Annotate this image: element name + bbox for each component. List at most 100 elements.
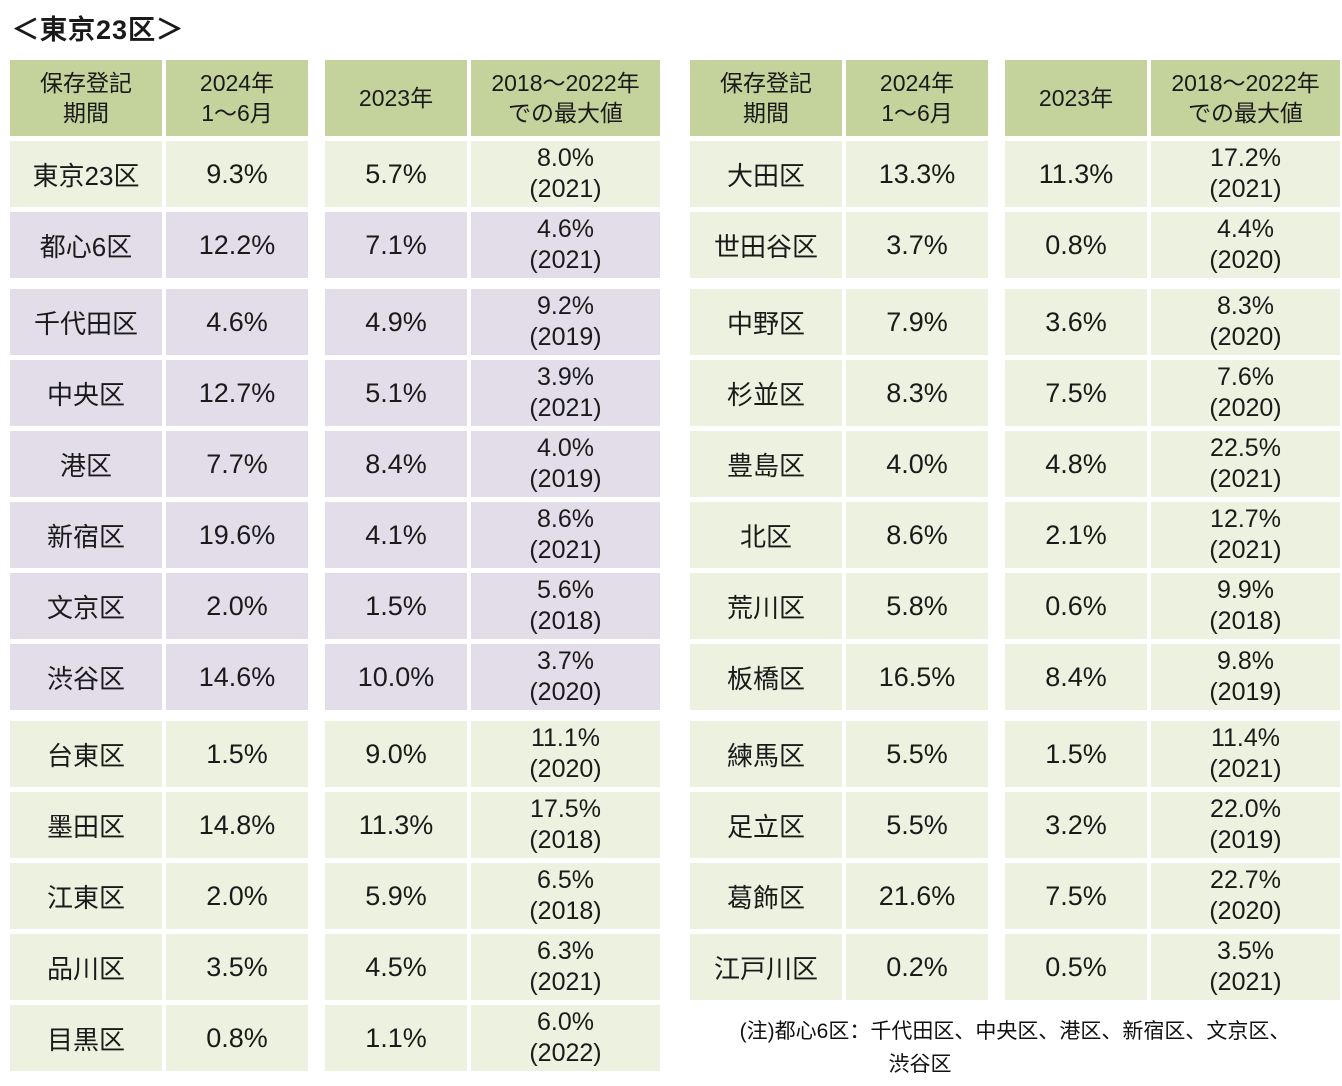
value-2024-cell: 13.3% xyxy=(846,141,988,207)
max-value-cell: 17.2% (2021) xyxy=(1151,141,1340,207)
ward-name-cell: 江戸川区 xyxy=(690,934,842,1000)
ward-name-cell: 荒川区 xyxy=(690,573,842,639)
ward-name-cell: 中央区 xyxy=(10,360,162,426)
value-2024-cell: 12.7% xyxy=(166,360,308,426)
max-year: (2020) xyxy=(1209,897,1282,925)
value-2023-cell: 5.9% xyxy=(325,863,467,929)
tables-container: 保存登記 期間 2024年 1～6月 2023年 2018～2022年 での最大値 東… xyxy=(10,60,1342,1081)
max-year: (2021) xyxy=(1209,465,1282,493)
column-gap xyxy=(992,863,1001,929)
max-value-cell: 17.5% (2018) xyxy=(471,792,660,858)
ward-name-cell: 葛飾区 xyxy=(690,863,842,929)
table-header-row: 保存登記期間 2024年 1～6月 2023年 2018～2022年 での最大値 xyxy=(690,60,1340,136)
column-header-2024: 2024年 1～6月 xyxy=(846,60,988,136)
max-value: 22.7% xyxy=(1210,866,1281,894)
column-gap xyxy=(312,60,321,136)
column-gap xyxy=(312,212,321,278)
ward-name-cell: 大田区 xyxy=(690,141,842,207)
max-value: 8.6% xyxy=(537,505,594,533)
ward-name-cell: 千代田区 xyxy=(10,289,162,355)
max-value: 4.0% xyxy=(537,434,594,462)
value-2024-cell: 3.5% xyxy=(166,934,308,1000)
column-header-period: 保存登記 期間 xyxy=(690,60,842,136)
max-value: 3.7% xyxy=(537,647,594,675)
header-line: 2023年 xyxy=(1038,85,1114,111)
value-2024-cell: 0.8% xyxy=(166,1005,308,1071)
ward-name-cell: 東京23区 xyxy=(10,141,162,207)
table-header-row: 保存登記 期間 2024年 1～6月 2023年 2018～2022年 での最大値 xyxy=(10,60,660,136)
max-value-cell: 4.4% (2020) xyxy=(1151,212,1340,278)
header-line: 2023年 xyxy=(358,85,434,111)
max-value-cell: 6.0% (2022) xyxy=(471,1005,660,1071)
max-year: (2018) xyxy=(1209,607,1282,635)
max-value-cell: 22.7% (2020) xyxy=(1151,863,1340,929)
max-value: 5.6% xyxy=(537,576,594,604)
max-value: 8.0% xyxy=(537,144,594,172)
max-value: 8.3% xyxy=(1217,292,1274,320)
max-year: (2021) xyxy=(529,536,602,564)
value-2023-cell: 4.1% xyxy=(325,502,467,568)
table-row: 世田谷区 3.7% 0.8% 4.4% (2020) xyxy=(690,212,1340,278)
column-gap xyxy=(312,289,321,355)
value-2024-cell: 1.5% xyxy=(166,721,308,787)
max-year: (2018) xyxy=(529,607,602,635)
column-gap xyxy=(992,934,1001,1000)
ward-name-cell: 北区 xyxy=(690,502,842,568)
value-2023-cell: 8.4% xyxy=(1005,644,1147,710)
max-year: (2022) xyxy=(529,1039,602,1067)
max-value-cell: 3.9% (2021) xyxy=(471,360,660,426)
max-value-cell: 3.7% (2020) xyxy=(471,644,660,710)
value-2024-cell: 5.8% xyxy=(846,573,988,639)
value-2023-cell: 0.5% xyxy=(1005,934,1147,1000)
max-value-cell: 4.6% (2021) xyxy=(471,212,660,278)
header-line: 2018～2022年 xyxy=(1171,70,1320,96)
column-gap xyxy=(992,644,1001,710)
column-gap xyxy=(312,360,321,426)
max-year: (2018) xyxy=(529,826,602,854)
max-value: 3.5% xyxy=(1217,937,1274,965)
table-row: 杉並区 8.3% 7.5% 7.6% (2020) xyxy=(690,360,1340,426)
header-line: 2018～2022年 xyxy=(491,70,640,96)
max-year: (2018) xyxy=(529,897,602,925)
max-value-cell: 4.0% (2019) xyxy=(471,431,660,497)
header-line: 保存登記 xyxy=(720,70,812,96)
max-value-cell: 8.3% (2020) xyxy=(1151,289,1340,355)
column-gap xyxy=(992,141,1001,207)
ward-name-cell: 世田谷区 xyxy=(690,212,842,278)
max-value: 12.7% xyxy=(1210,505,1281,533)
max-year: (2021) xyxy=(1209,968,1282,996)
column-gap xyxy=(992,431,1001,497)
max-value: 7.6% xyxy=(1217,363,1274,391)
header-line: 期間 xyxy=(743,100,789,126)
footnote-line-1: (注)都心6区：千代田区、中央区、港区、新宿区、文京区、 xyxy=(739,1020,1291,1043)
table-row: 渋谷区 14.6% 10.0% 3.7% (2020) xyxy=(10,644,660,710)
value-2024-cell: 14.6% xyxy=(166,644,308,710)
column-header-max: 2018～2022年 での最大値 xyxy=(1151,60,1340,136)
ward-name-cell: 品川区 xyxy=(10,934,162,1000)
ward-name-cell: 板橋区 xyxy=(690,644,842,710)
column-header-2024: 2024年 1～6月 xyxy=(166,60,308,136)
max-value: 22.0% xyxy=(1210,795,1281,823)
value-2023-cell: 9.0% xyxy=(325,721,467,787)
table-row: 葛飾区 21.6% 7.5% 22.7% (2020) xyxy=(690,863,1340,929)
column-gap xyxy=(312,431,321,497)
right-column: 保存登記期間 2024年 1～6月 2023年 2018～2022年 での最大値 大… xyxy=(690,60,1340,1081)
value-2023-cell: 2.1% xyxy=(1005,502,1147,568)
value-2024-cell: 5.5% xyxy=(846,721,988,787)
column-gap xyxy=(312,792,321,858)
ward-name-cell: 文京区 xyxy=(10,573,162,639)
ward-name-cell: 都心6区 xyxy=(10,212,162,278)
table-row: 新宿区 19.6% 4.1% 8.6% (2021) xyxy=(10,502,660,568)
column-header-period: 保存登記 期間 xyxy=(10,60,162,136)
max-year: (2020) xyxy=(1209,323,1282,351)
max-year: (2021) xyxy=(529,968,602,996)
value-2023-cell: 7.5% xyxy=(1005,360,1147,426)
footnote-line-2: 渋谷区 xyxy=(888,1052,952,1076)
header-line: 1～6月 xyxy=(201,100,273,126)
column-gap xyxy=(992,360,1001,426)
column-gap xyxy=(992,289,1001,355)
table-row: 練馬区 5.5% 1.5% 11.4% (2021) xyxy=(690,721,1340,787)
max-value-cell: 8.6% (2021) xyxy=(471,502,660,568)
ward-name-cell: 目黒区 xyxy=(10,1005,162,1071)
